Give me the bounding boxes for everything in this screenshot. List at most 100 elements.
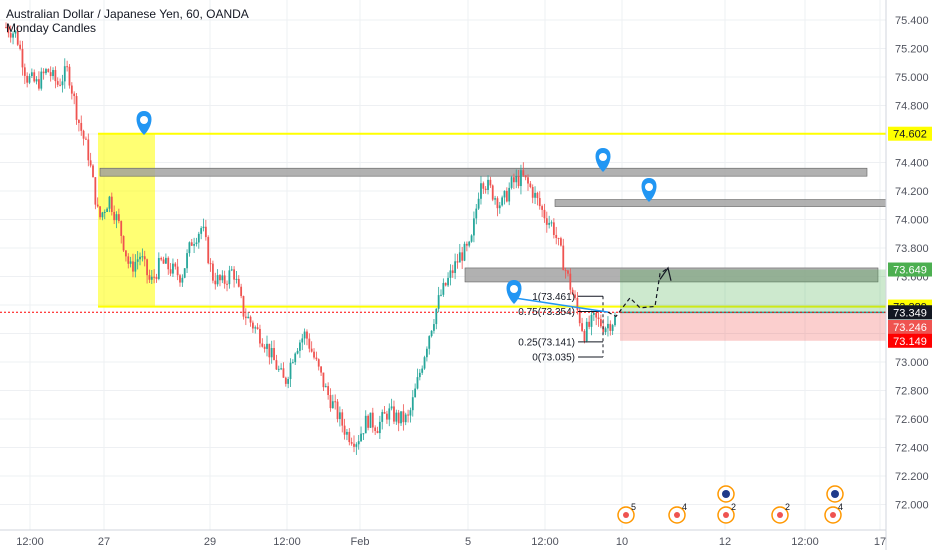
candle-body <box>418 372 421 378</box>
candle-body <box>534 192 536 198</box>
candle-body <box>235 278 238 280</box>
candle-body <box>435 308 438 325</box>
candle-body <box>209 263 212 265</box>
flag-icon-fill <box>831 490 839 498</box>
y-tick-label: 74.400 <box>895 158 929 170</box>
candle-body <box>251 322 254 329</box>
candle-body <box>578 309 581 324</box>
candle-body <box>353 443 355 447</box>
candle-body <box>308 338 311 349</box>
candle-body <box>395 412 398 422</box>
candle-body <box>226 283 228 285</box>
y-tick-label: 74.000 <box>895 215 929 227</box>
candle-body <box>188 242 191 254</box>
candle-body <box>299 342 301 351</box>
candle-body <box>465 243 468 246</box>
candle-body <box>327 386 330 396</box>
y-tick-label: 75.000 <box>895 72 929 84</box>
x-tick-label: 12:00 <box>273 536 301 548</box>
candle-body <box>468 241 471 246</box>
candle-body <box>310 348 313 352</box>
candle-body <box>132 261 134 272</box>
candle-body <box>85 138 87 140</box>
candle-body <box>247 316 250 319</box>
candle-body <box>167 257 170 270</box>
candle-body <box>334 401 337 403</box>
candle-body <box>219 275 221 281</box>
candle-body <box>68 66 71 86</box>
candle-body <box>548 222 551 225</box>
candle-body <box>357 441 360 445</box>
candle-body <box>430 330 433 337</box>
y-tick-label: 75.200 <box>895 44 929 56</box>
candle-body <box>115 214 118 221</box>
price-axis: 75.40075.20075.00074.80074.60074.40074.2… <box>885 0 932 550</box>
candle-body <box>153 276 156 278</box>
candle-body <box>543 209 546 219</box>
candle-body <box>425 348 428 358</box>
candle-body <box>421 368 424 373</box>
y-tick-label: 72.400 <box>895 443 929 455</box>
candle-body <box>609 323 612 331</box>
candle-body <box>23 67 26 76</box>
x-tick-label: Feb <box>351 536 370 548</box>
candle-body <box>40 71 43 89</box>
candle-body <box>404 414 407 423</box>
candle-body <box>16 30 19 45</box>
price-badge-label: 73.149 <box>893 336 927 348</box>
candle-body <box>433 324 435 331</box>
candle-body <box>590 314 593 327</box>
candle-body <box>47 69 50 73</box>
candle-body <box>125 250 127 257</box>
candle-body <box>287 378 290 384</box>
candle-body <box>560 238 562 246</box>
location-pin-icon <box>506 280 522 304</box>
candle-body <box>221 275 224 281</box>
candle-body <box>244 316 247 319</box>
candle-body <box>362 433 365 435</box>
candle-body <box>569 273 572 290</box>
candle-body <box>482 183 485 189</box>
fib-retracement: 1(73.461) 0.75(73.354) 0.25(73.141) 0(73.03… <box>518 292 604 364</box>
candle-body <box>489 179 492 186</box>
candle-body <box>240 286 243 297</box>
candle-body <box>574 294 576 298</box>
candle-body <box>480 183 482 199</box>
candle-body <box>223 275 226 284</box>
x-tick-label: 12:00 <box>531 536 559 548</box>
candle-body <box>200 228 203 234</box>
candle-body <box>103 211 106 213</box>
candle-body <box>237 278 240 287</box>
candle-body <box>193 244 196 246</box>
candle-body <box>442 282 445 295</box>
chart-subtitle: Monday Candles <box>6 21 97 35</box>
candle-body <box>562 245 565 271</box>
price-badge <box>888 319 932 334</box>
candle-body <box>164 257 167 264</box>
candle-body <box>454 261 457 273</box>
candle-body <box>336 401 339 420</box>
candle-body <box>106 208 109 212</box>
candle-body <box>59 84 61 86</box>
economic-events: 5 4 2 2 4 <box>617 485 844 524</box>
event-icon-dot <box>777 512 783 518</box>
candle-body <box>545 218 548 225</box>
y-tick-label: 72.000 <box>895 500 929 512</box>
candle-body <box>277 368 280 370</box>
candle-body <box>520 170 522 187</box>
candle-body <box>284 377 287 384</box>
candle-body <box>576 297 579 310</box>
candle-body <box>477 198 480 209</box>
price-badge-label: 73.349 <box>893 307 927 319</box>
candle-body <box>7 27 10 34</box>
fib-level-label: 0.25(73.141) <box>518 337 575 348</box>
candle-body <box>146 259 148 276</box>
candle-body <box>350 442 353 444</box>
candle-body <box>322 372 325 388</box>
candle-body <box>595 312 598 318</box>
event-count: 2 <box>731 502 736 512</box>
candle-body <box>266 343 268 349</box>
candle-body <box>5 27 7 29</box>
candle-body <box>63 66 66 82</box>
